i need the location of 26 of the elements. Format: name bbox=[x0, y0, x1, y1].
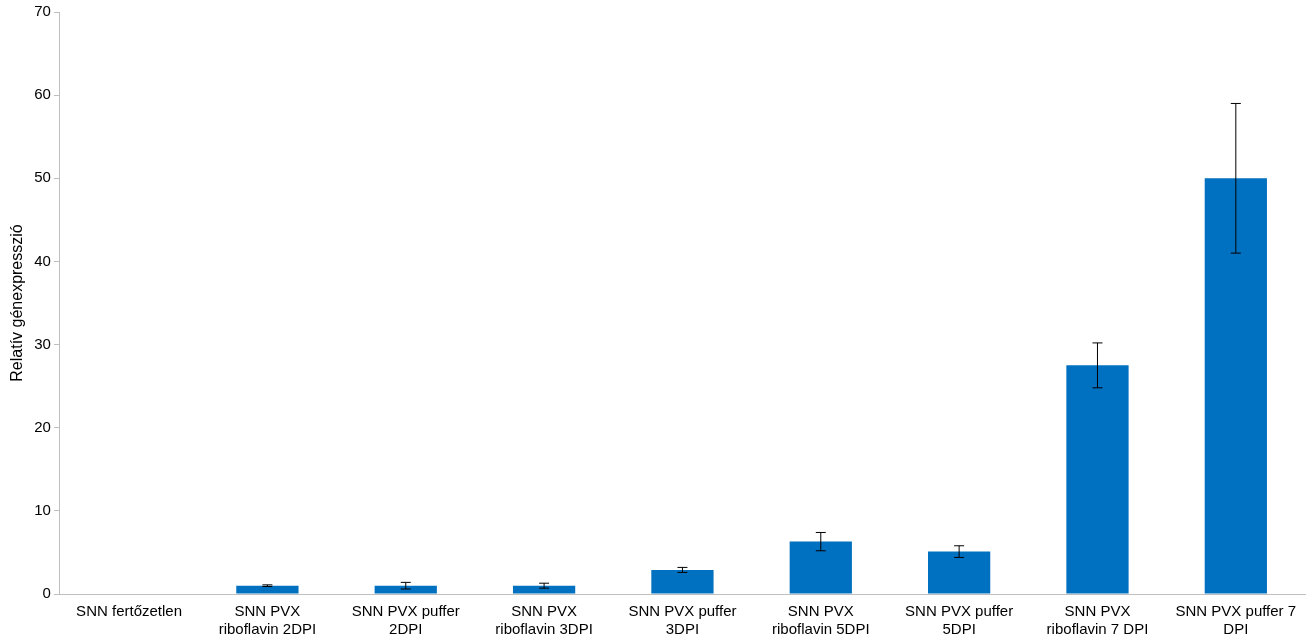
y-tick-label: 10 bbox=[34, 501, 51, 518]
y-tick-label: 70 bbox=[34, 2, 51, 20]
bar bbox=[1204, 178, 1267, 594]
x-tick-label: SNN PVX puffer 5DPI bbox=[905, 602, 1014, 638]
x-tick-label: SNN PVX riboflavin 5DPI bbox=[772, 602, 870, 638]
y-tick-label: 30 bbox=[34, 334, 51, 352]
x-tick-label: SNN PVX puffer 7 DPI bbox=[1175, 602, 1297, 638]
bar bbox=[928, 551, 991, 594]
x-tick-label: SNN PVX riboflavin 2DPI bbox=[218, 602, 317, 638]
x-tick-label: SNN PVX puffer 2DPI bbox=[351, 602, 460, 638]
y-tick-label: 60 bbox=[34, 85, 51, 103]
y-axis-title: Relatív génexpresszió bbox=[8, 224, 26, 382]
y-tick-label: 40 bbox=[34, 251, 51, 269]
y-tick-label: 20 bbox=[34, 417, 51, 435]
bar bbox=[1066, 365, 1129, 594]
x-tick-label: SNN PVX riboflavin 3DPI bbox=[495, 602, 593, 638]
bar bbox=[789, 541, 852, 594]
bar bbox=[374, 585, 437, 594]
y-tick-label: 50 bbox=[34, 168, 51, 186]
x-tick-label: SNN PVX puffer 3DPI bbox=[628, 602, 737, 638]
bar bbox=[651, 569, 714, 594]
x-tick-label: SNN PVX riboflavin 7 DPI bbox=[1046, 602, 1149, 638]
y-tick-label: 0 bbox=[42, 584, 51, 602]
bar bbox=[512, 585, 576, 594]
x-tick-label: SNN fertőzetlen bbox=[76, 602, 182, 620]
bar bbox=[236, 585, 299, 594]
